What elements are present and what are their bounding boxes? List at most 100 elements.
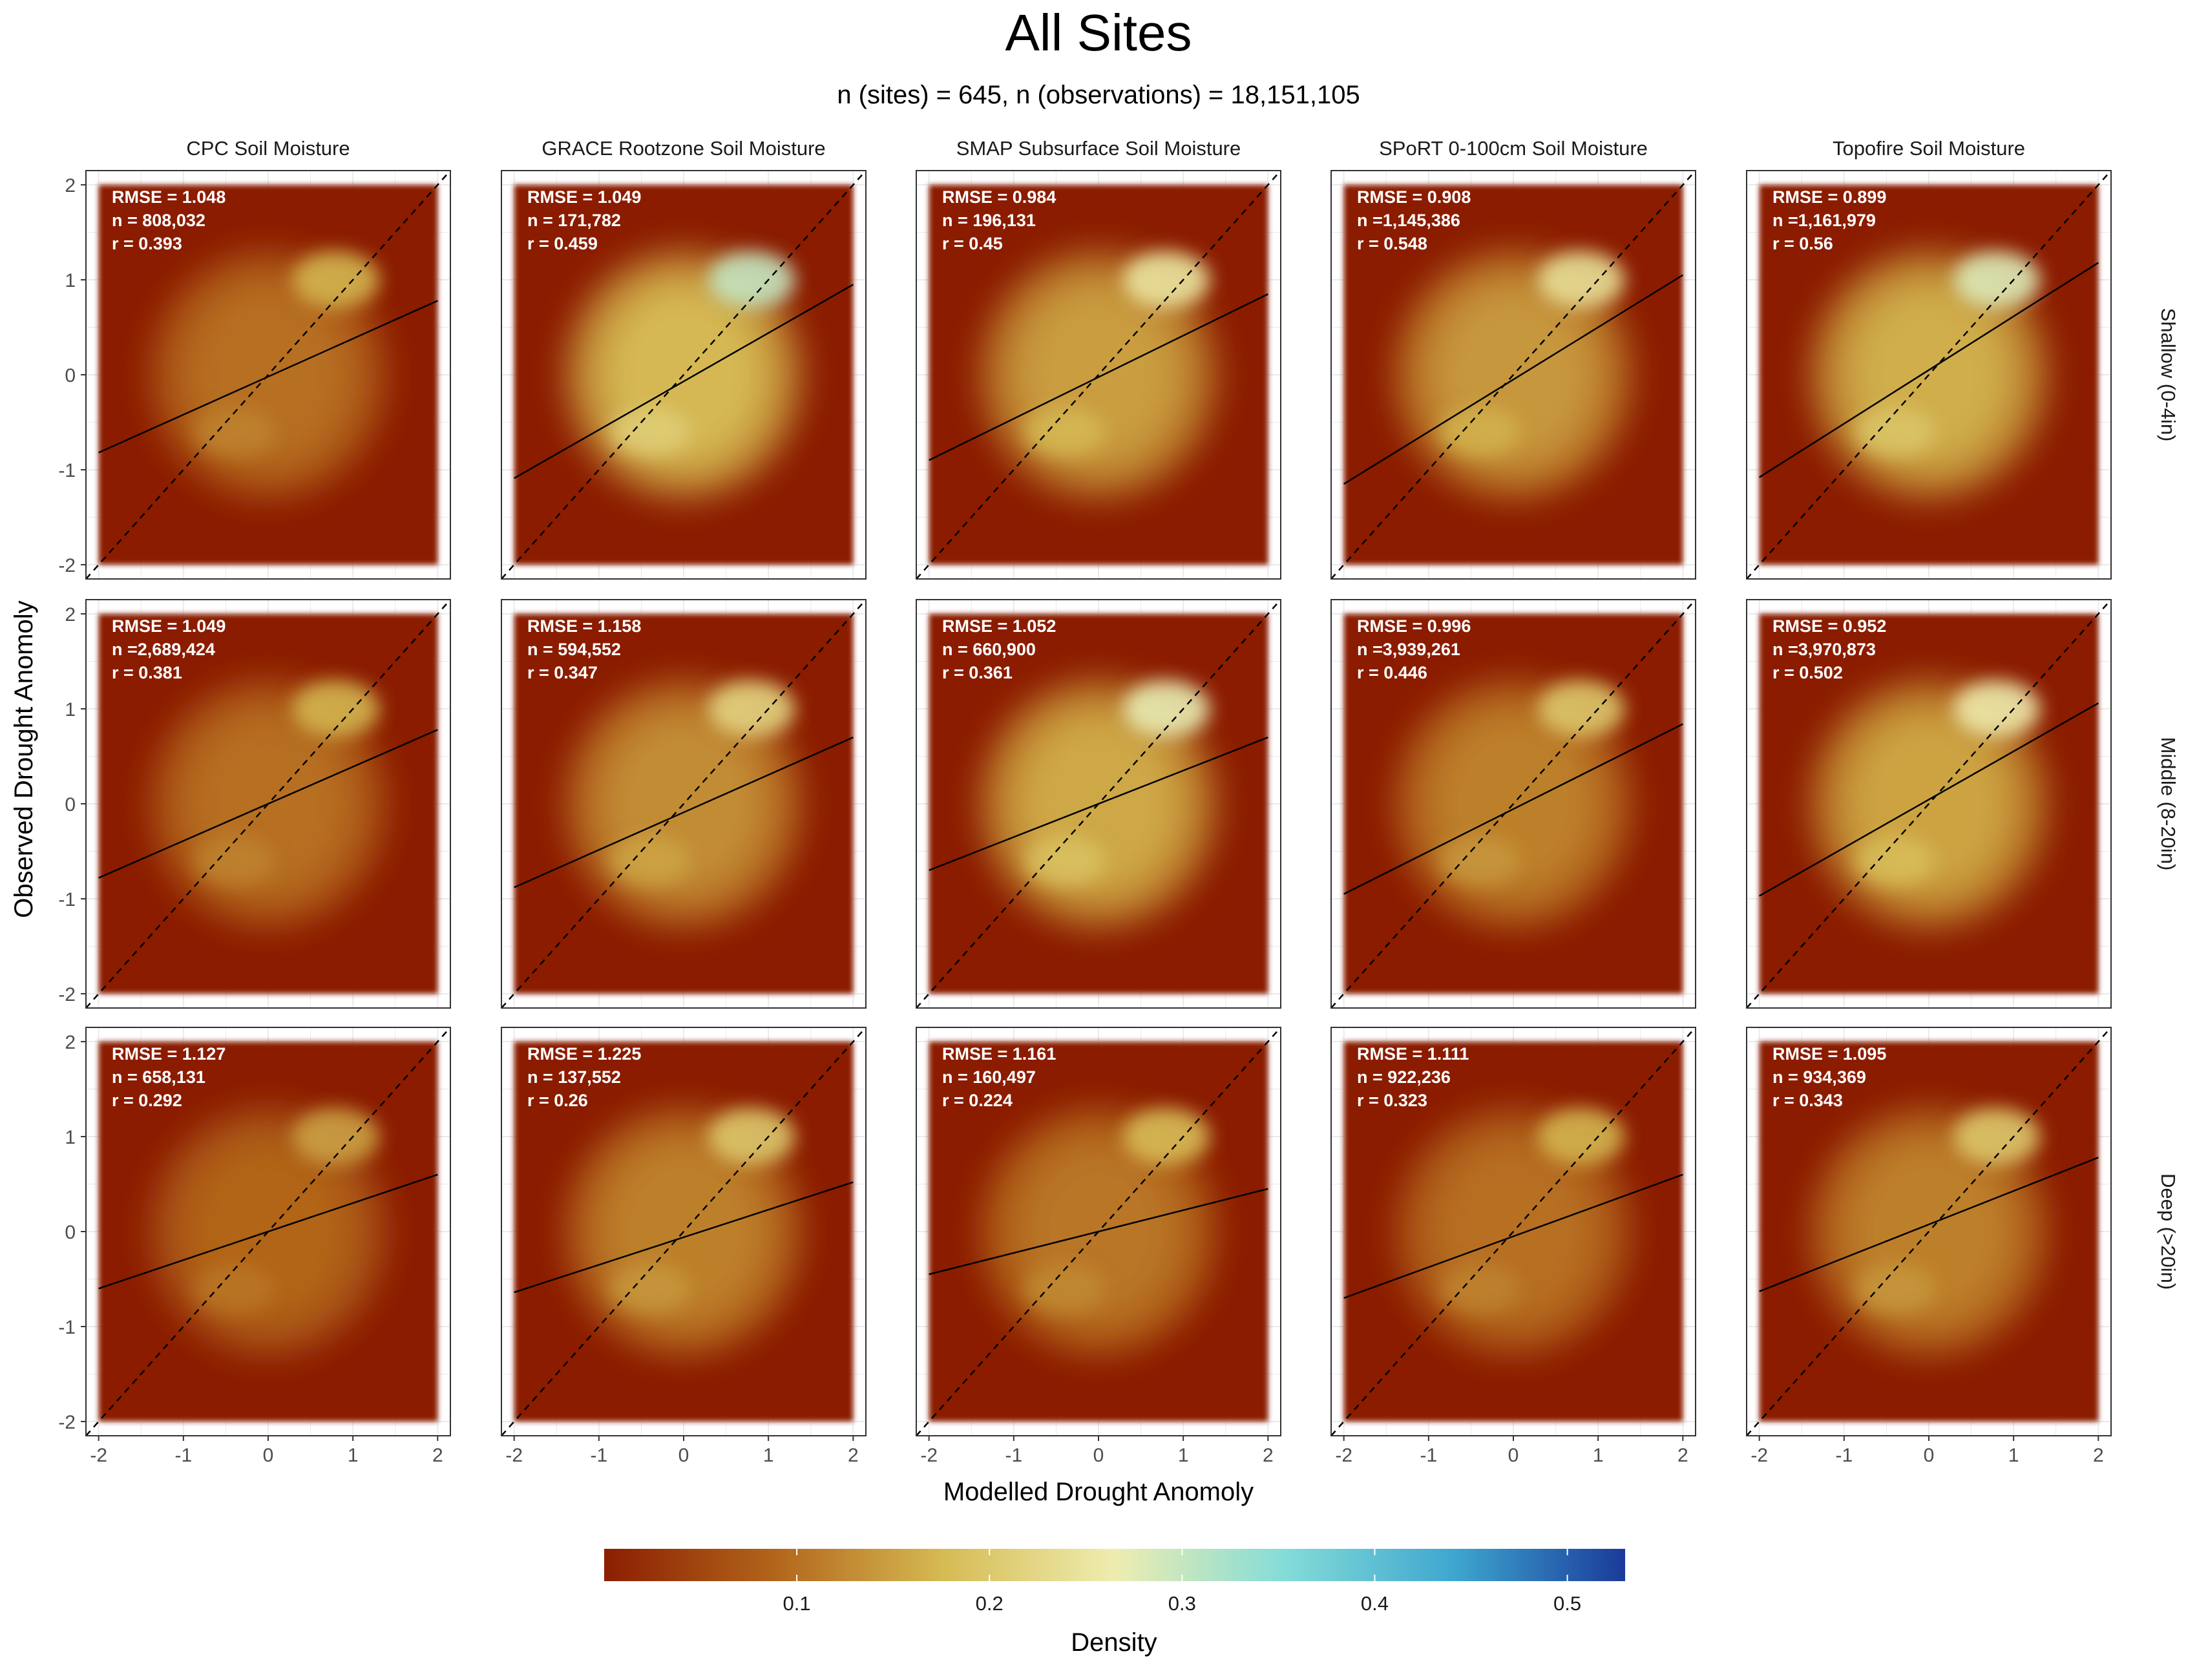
stat-n: n =1,145,386 xyxy=(1357,211,1460,230)
density-blob xyxy=(1439,1264,1520,1314)
facet-label-middle-8-20in: Middle (8-20in) xyxy=(2157,737,2180,871)
density-blob xyxy=(1122,251,1210,309)
density-cluster xyxy=(1855,1108,2041,1314)
density-blob xyxy=(194,836,275,886)
panel-border xyxy=(1746,599,2112,1009)
y-tick-label: 0 xyxy=(65,794,76,815)
one-to-one-line xyxy=(1331,171,1696,579)
stat-r: r = 0.381 xyxy=(112,663,182,682)
x-tick-label: 2 xyxy=(848,1445,859,1466)
one-to-one-line xyxy=(916,171,1281,579)
one-to-one-line xyxy=(1747,171,2111,579)
stat-r: r = 0.548 xyxy=(1357,234,1427,253)
fit-line xyxy=(1343,1173,1683,1299)
facet-label-cpc-soil-moisture: CPC Soil Moisture xyxy=(186,137,350,160)
density-cluster xyxy=(609,680,795,886)
stat-r: r = 0.56 xyxy=(1772,234,1833,253)
fit-line xyxy=(1343,274,1683,485)
x-tick-label: 0 xyxy=(1093,1445,1104,1466)
y-tick-label: 1 xyxy=(65,270,76,291)
facet-panel: RMSE = 1.049 n =2,689,424 r = 0.381 xyxy=(85,599,451,1009)
stat-n: n =3,939,261 xyxy=(1357,640,1460,659)
x-tick-label: 1 xyxy=(1178,1445,1189,1466)
x-tick-label: -2 xyxy=(90,1445,107,1466)
stat-n: n =1,161,979 xyxy=(1772,211,1876,230)
stat-r: r = 0.224 xyxy=(942,1091,1013,1110)
facet-label-topofire-soil-moisture: Topofire Soil Moisture xyxy=(1833,137,2025,160)
panel-border xyxy=(85,170,451,580)
legend-tick-label: 0.3 xyxy=(1168,1592,1196,1615)
facet-panel: RMSE = 1.095 n = 934,369 r = 0.343 xyxy=(1746,1027,2112,1436)
facet-panel: RMSE = 1.049 n = 171,782 r = 0.459 xyxy=(501,170,867,580)
density-blob xyxy=(1122,1108,1210,1166)
x-tick-label: 1 xyxy=(1593,1445,1604,1466)
fit-line xyxy=(514,284,854,479)
stat-r: r = 0.393 xyxy=(112,234,182,253)
x-tick-label: 0 xyxy=(1924,1445,1935,1466)
density-cluster xyxy=(194,1108,380,1314)
stat-n: n = 594,552 xyxy=(527,640,621,659)
stat-r: r = 0.26 xyxy=(527,1091,588,1110)
stat-r: r = 0.45 xyxy=(942,234,1003,253)
density-blob xyxy=(1855,836,1935,886)
facet-panel: RMSE = 0.952 n =3,970,873 r = 0.502 xyxy=(1746,599,2112,1009)
y-tick-label: -2 xyxy=(58,1412,76,1433)
y-tick-label: -1 xyxy=(58,460,76,481)
stat-rmse: RMSE = 1.048 xyxy=(112,187,226,207)
density-cluster xyxy=(194,680,380,886)
facet-panel: RMSE = 1.161 n = 160,497 r = 0.224 xyxy=(916,1027,1281,1436)
one-to-one-line xyxy=(1331,600,1696,1008)
x-tick-label: 0 xyxy=(678,1445,689,1466)
facet-panel: RMSE = 1.052 n = 660,900 r = 0.361 xyxy=(916,599,1281,1009)
stat-n: n = 160,497 xyxy=(942,1067,1036,1087)
density-blob xyxy=(708,680,795,738)
density-blob xyxy=(1024,407,1105,457)
facet-panels: CPC Soil Moisture GRACE Rootzone Soil Moi… xyxy=(58,137,2180,1466)
one-to-one-line xyxy=(916,600,1281,1008)
chart-title: All Sites xyxy=(1005,4,1192,61)
density-blob xyxy=(194,1264,275,1314)
x-tick-label: 1 xyxy=(2008,1445,2019,1466)
panel-border xyxy=(1330,599,1696,1009)
panel-border xyxy=(916,170,1281,580)
facet-panel: RMSE = 0.908 n =1,145,386 r = 0.548 xyxy=(1330,170,1696,580)
one-to-one-line xyxy=(1331,1027,1696,1436)
one-to-one-line xyxy=(501,171,866,579)
facet-label-grace-rootzone-soil-moisture: GRACE Rootzone Soil Moisture xyxy=(541,137,825,160)
density-cluster xyxy=(1855,680,2041,886)
x-tick-label: -2 xyxy=(505,1445,523,1466)
stat-rmse: RMSE = 0.952 xyxy=(1772,616,1886,636)
density-blob xyxy=(1024,836,1105,886)
facet-panel: RMSE = 1.127 n = 658,131 r = 0.292 xyxy=(85,1027,451,1436)
one-to-one-line xyxy=(86,1027,450,1436)
fit-line xyxy=(1759,262,2099,478)
stat-rmse: RMSE = 1.049 xyxy=(527,187,641,207)
stat-r: r = 0.361 xyxy=(942,663,1013,682)
x-tick-label: 2 xyxy=(1263,1445,1274,1466)
density-blob xyxy=(609,836,690,886)
stat-n: n = 934,369 xyxy=(1772,1067,1866,1087)
fit-line xyxy=(1759,1157,2099,1292)
x-tick-label: -2 xyxy=(920,1445,938,1466)
x-tick-label: 2 xyxy=(1677,1445,1688,1466)
y-tick-label: 2 xyxy=(65,1032,76,1053)
x-axis-label: Modelled Drought Anomoly xyxy=(943,1478,1254,1506)
panel-border xyxy=(85,1027,451,1436)
stat-n: n = 660,900 xyxy=(942,640,1036,659)
y-tick-label: 0 xyxy=(65,1222,76,1243)
stat-rmse: RMSE = 1.049 xyxy=(112,616,226,636)
x-tick-label: -2 xyxy=(1335,1445,1352,1466)
density-blob xyxy=(1537,251,1625,309)
one-to-one-line xyxy=(1747,1027,2111,1436)
density-blob xyxy=(194,407,275,457)
density-blob xyxy=(292,680,380,738)
x-tick-label: -1 xyxy=(174,1445,192,1466)
stat-rmse: RMSE = 0.899 xyxy=(1772,187,1886,207)
legend-title: Density xyxy=(1071,1628,1157,1657)
density-legend: 0.1 0.2 0.3 0.4 0.5 Density xyxy=(604,1549,1625,1657)
x-tick-label: 0 xyxy=(263,1445,274,1466)
panel-border xyxy=(1330,1027,1696,1436)
panel-border xyxy=(501,599,867,1009)
density-blob xyxy=(1439,407,1520,457)
